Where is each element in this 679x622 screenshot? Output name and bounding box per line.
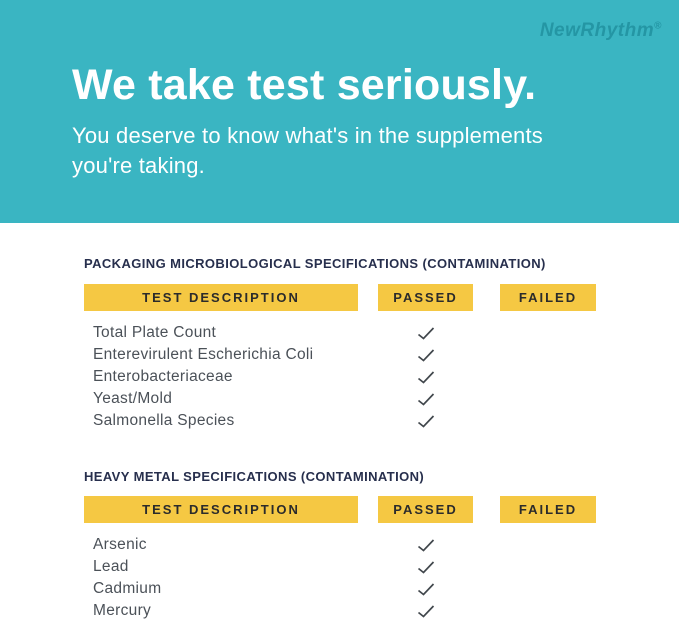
check-icon	[417, 326, 435, 340]
check-icon	[417, 370, 435, 384]
row-label: Arsenic	[93, 536, 147, 553]
registered-trademark-symbol: ®	[654, 20, 662, 32]
section-heading: HEAVY METAL SPECIFICATIONS (CONTAMINATIO…	[84, 469, 425, 484]
passed-cell	[378, 370, 473, 384]
table-rows: Total Plate Count Enterevirulent Escheri…	[84, 322, 679, 432]
table-header-row: TEST DESCRIPTION PASSED FAILED	[84, 284, 679, 311]
passed-cell	[378, 326, 473, 340]
passed-cell	[378, 538, 473, 552]
section-heading: PACKAGING MICROBIOLOGICAL SPECIFICATIONS…	[84, 256, 546, 271]
table-header-row: TEST DESCRIPTION PASSED FAILED	[84, 496, 679, 523]
column-header-failed: FAILED	[500, 496, 596, 523]
passed-cell	[378, 414, 473, 428]
row-label: Enterobacteriaceae	[93, 368, 233, 385]
check-icon	[417, 582, 435, 596]
passed-cell	[378, 348, 473, 362]
check-icon	[417, 560, 435, 574]
row-label: Enterevirulent Escherichia Coli	[93, 346, 314, 363]
section-microbiological: PACKAGING MICROBIOLOGICAL SPECIFICATIONS…	[84, 256, 679, 432]
column-header-test-description: TEST DESCRIPTION	[84, 496, 358, 523]
table-row: Yeast/Mold	[84, 388, 679, 410]
brand-logo-text: NewRhythm	[539, 20, 655, 41]
check-icon	[417, 604, 435, 618]
column-header-failed: FAILED	[500, 284, 596, 311]
table-row: Total Plate Count	[84, 322, 679, 344]
passed-cell	[378, 604, 473, 618]
section-heavy-metal: HEAVY METAL SPECIFICATIONS (CONTAMINATIO…	[84, 469, 679, 622]
check-icon	[417, 392, 435, 406]
check-icon	[417, 348, 435, 362]
row-label: Salmonella Species	[93, 412, 235, 429]
passed-cell	[378, 392, 473, 406]
row-label: Yeast/Mold	[93, 390, 173, 407]
row-label: Cadmium	[93, 580, 162, 597]
page-subtitle: You deserve to know what's in the supple…	[72, 123, 543, 179]
table-row: Cadmium	[84, 578, 679, 600]
table-row: Lead	[84, 556, 679, 578]
passed-cell	[378, 582, 473, 596]
table-row: Mercury	[84, 600, 679, 622]
row-label: Total Plate Count	[93, 324, 217, 341]
table-row: Enterevirulent Escherichia Coli	[84, 344, 679, 366]
table-rows: Arsenic Lead Cadmium Mercury	[84, 534, 679, 622]
row-label: Mercury	[93, 602, 152, 619]
table-row: Salmonella Species	[84, 410, 679, 432]
page-title: We take test seriously.	[72, 61, 537, 109]
hero-banner: NewRhythm® We take test seriously. You d…	[0, 0, 679, 223]
column-header-test-description: TEST DESCRIPTION	[84, 284, 358, 311]
brand-logo: NewRhythm®	[540, 20, 662, 42]
check-icon	[417, 414, 435, 428]
specifications-content: PACKAGING MICROBIOLOGICAL SPECIFICATIONS…	[0, 256, 679, 622]
table-row: Enterobacteriaceae	[84, 366, 679, 388]
check-icon	[417, 538, 435, 552]
table-row: Arsenic	[84, 534, 679, 556]
column-header-passed: PASSED	[378, 284, 473, 311]
column-header-passed: PASSED	[378, 496, 473, 523]
row-label: Lead	[93, 558, 129, 575]
passed-cell	[378, 560, 473, 574]
